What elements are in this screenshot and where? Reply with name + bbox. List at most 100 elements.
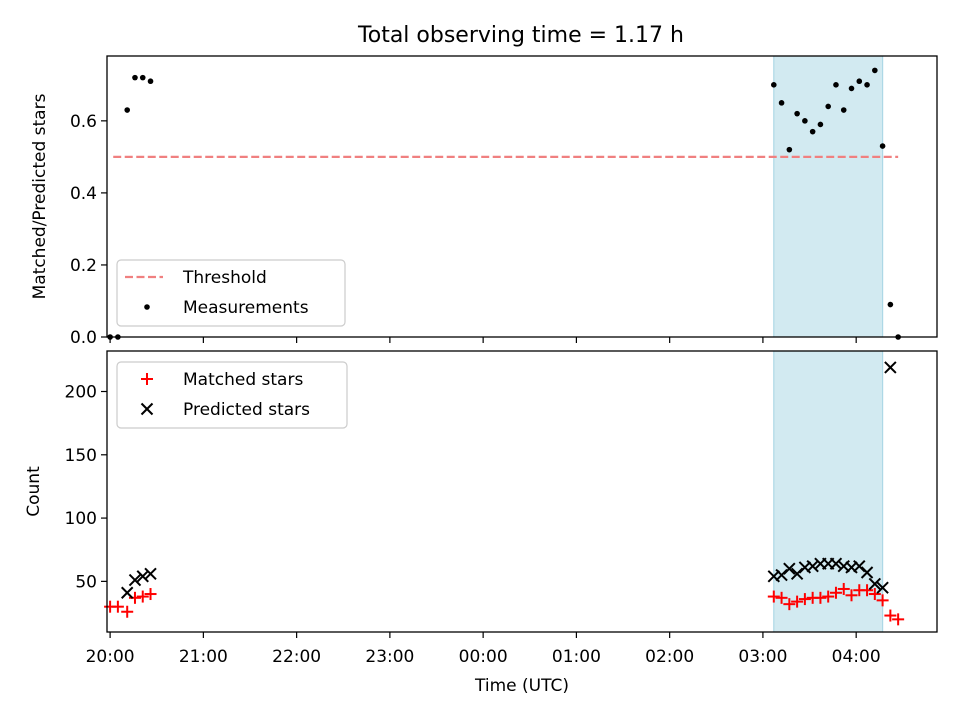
x-tick-label: 02:00 <box>645 647 694 667</box>
data-point <box>876 581 889 594</box>
data-point <box>868 577 882 591</box>
y-axis-label: Count <box>24 466 44 517</box>
top-axes-frame <box>106 55 938 338</box>
data-point <box>139 74 146 81</box>
x-tick-label: 03:00 <box>738 647 787 667</box>
data-point-b <box>144 567 157 580</box>
data-point-b <box>136 570 149 583</box>
data-point-b <box>829 557 843 570</box>
data-point-b <box>775 568 788 582</box>
data-point <box>809 128 816 135</box>
top-panel-ratio: 0.0 0.2 0.4 0.6 Matched/Predicted stars Thres… <box>30 55 938 348</box>
legend: Threshold Measurements <box>116 259 346 327</box>
data-point <box>806 559 819 573</box>
data-point <box>829 557 843 570</box>
legend-box <box>116 259 346 327</box>
y-tick-label: 0.2 <box>70 256 97 276</box>
data-point <box>775 591 788 604</box>
data-point <box>770 82 777 88</box>
x-tick-label: 21:00 <box>179 647 228 667</box>
data-point <box>111 600 124 613</box>
y-tick-label: 100 <box>65 509 97 529</box>
data-point-b <box>845 561 858 574</box>
data-point-b <box>767 570 781 583</box>
data-point <box>124 107 131 113</box>
data-point <box>802 118 808 124</box>
top-points <box>107 67 901 340</box>
legend-box <box>116 361 348 429</box>
legend-swatch-marker <box>140 402 154 416</box>
data-point <box>128 573 142 587</box>
y-tick-label: 0.4 <box>70 184 97 204</box>
data-point <box>791 595 804 608</box>
y-tick-label: 0.6 <box>70 112 97 132</box>
x-tick-label: 01:00 <box>552 647 601 667</box>
data-point-b <box>884 361 897 374</box>
data-point <box>825 103 831 110</box>
data-point <box>798 593 811 606</box>
data-point <box>794 110 800 117</box>
data-point <box>136 570 149 583</box>
x-tick-label: 20:00 <box>86 647 135 667</box>
data-point <box>879 143 886 149</box>
data-point <box>822 590 835 603</box>
data-point <box>144 567 157 580</box>
data-point <box>120 586 134 599</box>
legend-entry-label: Threshold <box>182 268 267 288</box>
legend-entry-label: Predicted stars <box>183 400 310 420</box>
legend-swatch-marker-b <box>140 402 154 416</box>
x-tick-label: 22:00 <box>272 647 321 667</box>
data-point <box>853 559 866 573</box>
data-point <box>778 100 785 106</box>
data-point <box>860 566 874 579</box>
data-point <box>840 107 847 113</box>
data-point <box>121 605 134 618</box>
data-point <box>864 82 870 88</box>
y-tick-label: 50 <box>75 572 97 592</box>
data-point-b <box>806 559 819 573</box>
series-measurements <box>107 67 901 340</box>
data-point-b <box>790 567 804 580</box>
data-point <box>147 78 154 85</box>
data-point <box>817 121 824 128</box>
data-point <box>790 567 804 580</box>
data-point <box>767 590 780 603</box>
x-tick-label: 00:00 <box>459 647 508 667</box>
x-tick-label: 23:00 <box>365 647 414 667</box>
data-point <box>876 594 889 607</box>
data-point <box>872 67 878 74</box>
data-point-b <box>798 561 812 574</box>
y-tick-label: 150 <box>65 446 97 466</box>
data-point-b <box>783 562 796 575</box>
x-tick-label: 04:00 <box>832 647 881 667</box>
legend-swatch-marker <box>141 373 153 385</box>
data-point <box>887 301 894 308</box>
x-axis-label: Time (UTC) <box>474 676 569 696</box>
data-point <box>848 85 855 92</box>
data-point-b <box>853 559 866 573</box>
highlight-span <box>773 56 883 337</box>
data-point <box>128 591 141 604</box>
data-point <box>868 588 881 601</box>
y-tick-label: 200 <box>65 383 97 403</box>
legend-entry-label: Matched stars <box>183 370 303 390</box>
data-point <box>775 568 788 582</box>
series-predicted-stars <box>120 361 897 599</box>
bot-points <box>104 361 905 626</box>
y-axis-label: Matched/Predicted stars <box>30 93 50 299</box>
data-point-b <box>868 577 882 591</box>
data-point <box>861 584 874 597</box>
legend-swatch-marker <box>144 304 150 310</box>
legend-entry-label: Measurements <box>183 298 309 318</box>
data-point <box>783 562 796 575</box>
chart-title: Total observing time = 1.17 h <box>357 23 684 48</box>
data-point <box>136 590 149 603</box>
data-point <box>884 609 897 622</box>
data-point-b <box>860 566 874 579</box>
data-point-b <box>128 573 142 587</box>
highlight-span <box>773 351 883 632</box>
data-point <box>833 82 839 88</box>
data-point <box>837 582 850 595</box>
